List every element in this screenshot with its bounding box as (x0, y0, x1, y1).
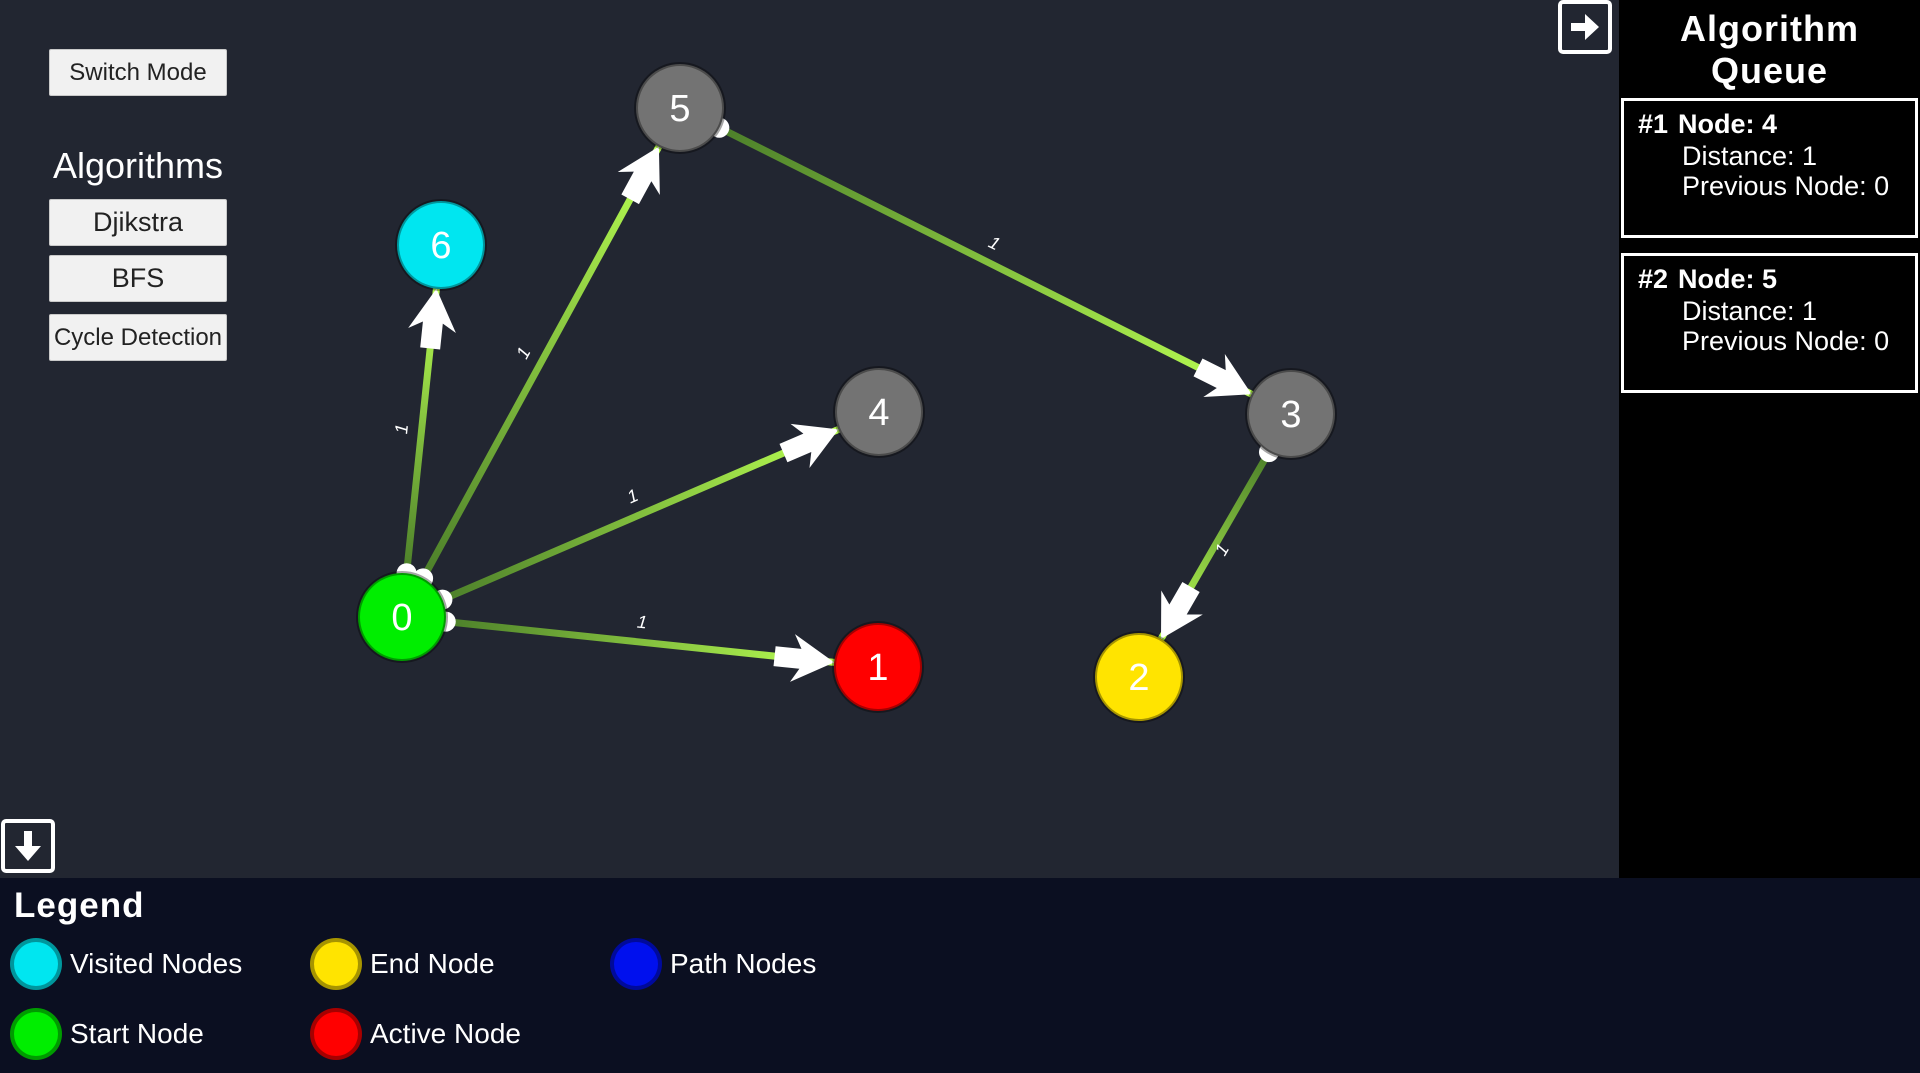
node-label: 0 (391, 597, 412, 639)
node-label: 1 (867, 647, 888, 689)
queue-item: #1 Node: 4 Distance: 1 Previous Node: 0 (1621, 98, 1918, 238)
arrowhead-icon (408, 288, 456, 350)
graph-edge[interactable]: 1 (1140, 442, 1279, 651)
toggle-legend-button[interactable] (1, 819, 55, 873)
graph-node-4[interactable]: 4 (833, 366, 925, 458)
queue-item-distance: Distance: 1 (1682, 296, 1818, 326)
switch-mode-button[interactable]: Switch Mode (49, 49, 227, 96)
legend-item-path: Path Nodes (610, 938, 816, 990)
node-label: 2 (1128, 657, 1149, 699)
legend-item-end: End Node (310, 938, 495, 990)
node-label: 6 (430, 225, 451, 267)
edge-line (445, 618, 835, 666)
arrowhead-icon (617, 146, 660, 205)
legend-label: Start Node (70, 1018, 204, 1049)
arrowhead-icon (779, 423, 839, 469)
edge-weight-label: 1 (636, 612, 648, 633)
edge-weight-label: 1 (1211, 540, 1233, 559)
algorithms-title: Algorithms (52, 145, 224, 186)
edge-line (420, 144, 662, 581)
queue-item: #2 Node: 5 Distance: 1 Previous Node: 0 (1621, 253, 1918, 393)
node-label: 3 (1280, 394, 1301, 436)
queue-title: Algorithm Queue (1680, 8, 1859, 91)
graph-node-5[interactable]: 5 (634, 62, 726, 154)
legend-item-visited: Visited Nodes (10, 938, 242, 990)
graph-edge[interactable]: 1 (391, 286, 460, 584)
queue-item-node: Node: 5 (1678, 264, 1778, 294)
visited-node-swatch (10, 938, 62, 990)
node-circle (1093, 631, 1185, 723)
legend-panel: Legend Visited Nodes End Node Path Nodes… (0, 878, 1920, 1073)
queue-item-previous: Previous Node: 0 (1682, 326, 1890, 356)
node-circle (634, 62, 726, 154)
legend-label: End Node (370, 948, 495, 979)
node-circle (356, 571, 448, 663)
graph-node-1[interactable]: 1 (832, 621, 924, 713)
arrowhead-icon (773, 634, 835, 682)
active-node-swatch (310, 1008, 362, 1060)
edge-weight-label: 1 (512, 344, 534, 362)
edge-weight-label: 1 (391, 423, 412, 435)
queue-item-distance: Distance: 1 (1682, 141, 1818, 171)
legend-item-start: Start Node (10, 1008, 204, 1060)
toggle-queue-button[interactable] (1558, 0, 1612, 54)
edge-line (403, 288, 440, 574)
cycle-detection-button[interactable]: Cycle Detection (49, 314, 227, 361)
graph-edge[interactable]: 1 (435, 611, 837, 687)
graph-node-3[interactable]: 3 (1245, 368, 1337, 460)
arrowhead-icon (1193, 354, 1252, 397)
graph-edge[interactable]: 1 (709, 117, 1262, 416)
edge-line (441, 426, 840, 603)
node-label: 4 (868, 392, 889, 434)
arrow-down-icon (15, 831, 41, 861)
arrow-right-icon (1571, 14, 1599, 40)
node-circle (395, 199, 487, 291)
algorithm-queue-panel: Algorithm Queue #1 Node: 4 Distance: 1 Pr… (1619, 0, 1920, 878)
path-node-swatch (610, 938, 662, 990)
queue-item-previous: Previous Node: 0 (1682, 171, 1890, 201)
edge-line (717, 124, 1254, 398)
arrowhead-icon (1161, 581, 1203, 639)
node-circle (833, 366, 925, 458)
legend-label: Path Nodes (670, 948, 817, 979)
start-node-swatch (10, 1008, 62, 1060)
graph-node-6[interactable]: 6 (395, 199, 487, 291)
end-node-swatch (310, 938, 362, 990)
queue-item-rank: #2 (1638, 264, 1669, 294)
node-circle (1245, 368, 1337, 460)
legend-title: Legend (14, 886, 145, 925)
legend-item-active: Active Node (310, 1008, 521, 1060)
node-circle (832, 621, 924, 713)
graph-node-0[interactable]: 0 (356, 571, 448, 663)
queue-item-node: Node: 4 (1678, 109, 1778, 139)
edge-weight-label: 1 (624, 485, 641, 507)
legend-label: Active Node (370, 1018, 521, 1049)
edge-weight-label: 1 (986, 232, 1004, 254)
node-label: 5 (669, 88, 690, 130)
legend-label: Visited Nodes (70, 948, 243, 979)
graph-canvas[interactable]: 1 1 1 1 1 1 0 1 2 3 4 5 6 (0, 0, 1619, 878)
bfs-button[interactable]: BFS (49, 255, 227, 302)
queue-item-rank: #1 (1638, 109, 1669, 139)
dijkstra-button[interactable]: Djikstra (49, 199, 227, 246)
graph-edge[interactable]: 1 (432, 407, 848, 610)
graph-node-2[interactable]: 2 (1093, 631, 1185, 723)
